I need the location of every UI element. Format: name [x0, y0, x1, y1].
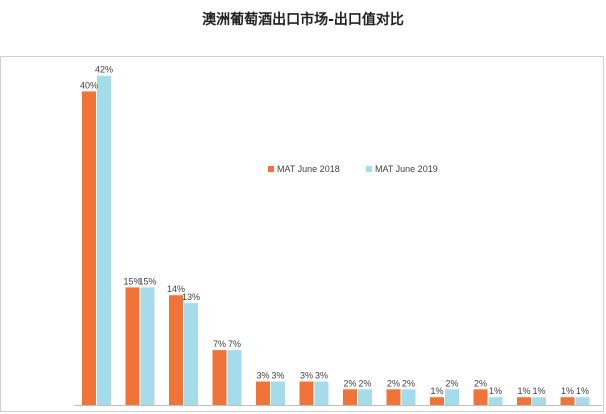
bar-s2-6 [314, 381, 329, 405]
data-label-s1-4: 7% [213, 339, 226, 349]
bar-s2-1 [97, 75, 111, 405]
data-label-s1-12: 1% [561, 386, 574, 396]
data-label-s2-12: 1% [576, 386, 589, 396]
data-label-s2-1: 42% [95, 65, 113, 75]
data-label-s1-3: 14% [167, 284, 185, 294]
bar-s2-5 [271, 381, 285, 405]
bar-s1-9 [430, 397, 444, 405]
bar-s1-6 [299, 381, 314, 405]
data-label-s2-10: 1% [489, 386, 502, 396]
bar-s1-12 [560, 397, 575, 405]
bar-s1-4 [212, 350, 227, 405]
bar-s2-11 [532, 397, 546, 405]
bar-s1-11 [517, 397, 531, 405]
data-label-s2-11: 1% [532, 386, 545, 396]
data-label-s1-5: 3% [256, 371, 269, 381]
data-label-s2-4: 7% [228, 339, 241, 349]
data-label-s1-11: 1% [517, 386, 530, 396]
bar-s1-5 [256, 381, 270, 405]
bar-s2-7 [358, 389, 372, 405]
bar-s1-7 [343, 389, 357, 405]
data-label-s2-9: 2% [445, 378, 458, 388]
data-label-s1-2: 15% [123, 276, 141, 286]
data-label-s1-1: 40% [80, 80, 98, 90]
chart-frame [0, 56, 604, 412]
data-label-s1-6: 3% [300, 371, 313, 381]
legend-swatch-1 [268, 166, 274, 172]
data-label-s2-3: 13% [182, 292, 200, 302]
bar-s1-3 [169, 295, 183, 405]
bar-s2-2 [140, 287, 155, 405]
bar-s2-4 [227, 350, 242, 405]
bars-layer [82, 75, 590, 406]
bar-s1-10 [473, 389, 488, 405]
data-label-s2-7: 2% [358, 378, 371, 388]
legend: MAT June 2018 MAT June 2019 [268, 164, 438, 174]
legend-label-1: MAT June 2018 [277, 164, 340, 174]
bar-s2-3 [184, 303, 198, 405]
data-label-s2-6: 3% [315, 371, 328, 381]
bar-s2-9 [445, 389, 459, 405]
data-label-s1-9: 1% [430, 386, 443, 396]
legend-label-2: MAT June 2019 [375, 164, 438, 174]
data-label-s2-8: 2% [402, 378, 415, 388]
bar-s2-10 [488, 397, 503, 405]
bar-s1-2 [125, 287, 140, 405]
chart-title: 澳洲葡萄酒出口市场-出口值对比 [202, 12, 404, 28]
data-label-s1-7: 2% [343, 378, 356, 388]
data-label-s2-5: 3% [271, 371, 284, 381]
data-label-s1-10: 2% [474, 378, 487, 388]
legend-swatch-2 [366, 166, 372, 172]
bar-s2-8 [401, 389, 416, 405]
bar-s1-8 [386, 389, 401, 405]
data-labels-layer: 40%42%15%15%14%13%7% 7%3% 3% 3% 3%2% 2% 2% 2%1%… [80, 65, 589, 397]
bar-s1-1 [82, 91, 96, 406]
bar-s2-12 [575, 397, 590, 405]
data-label-s1-8: 2% [387, 378, 400, 388]
data-label-s2-2: 15% [138, 276, 156, 286]
